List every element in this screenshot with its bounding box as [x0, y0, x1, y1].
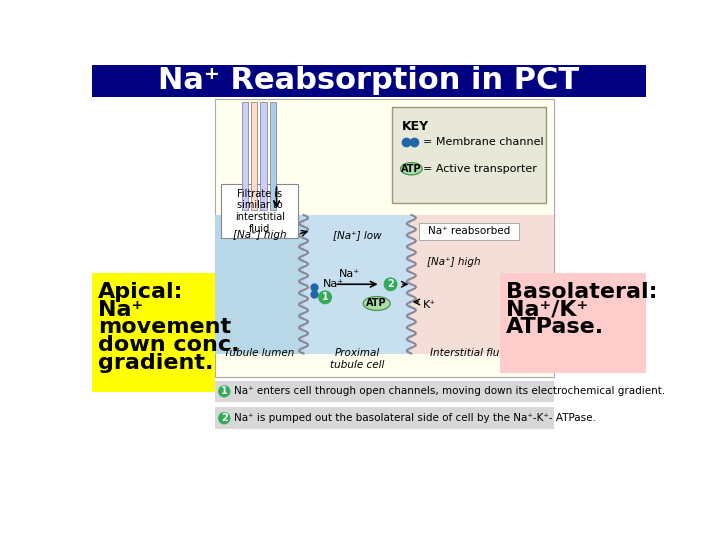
Text: gradient.: gradient.	[98, 353, 213, 373]
Text: Na⁺ enters cell through open channels, moving down its electrochemical gradient.: Na⁺ enters cell through open channels, m…	[234, 386, 665, 396]
Bar	[215, 381, 554, 402]
Text: = Active transporter: = Active transporter	[423, 164, 537, 174]
Text: Na⁺ Reabsorption in PCT: Na⁺ Reabsorption in PCT	[158, 66, 580, 96]
Text: ATP: ATP	[401, 164, 422, 174]
Text: [Na⁺] high: [Na⁺] high	[233, 231, 287, 240]
Text: Na⁺: Na⁺	[339, 269, 360, 279]
Text: down conc.: down conc.	[98, 335, 240, 355]
Bar	[304, 215, 411, 354]
Text: movement: movement	[98, 318, 231, 338]
Bar	[500, 273, 647, 373]
Bar	[251, 102, 257, 210]
Bar	[215, 408, 554, 429]
Ellipse shape	[363, 296, 390, 310]
Circle shape	[318, 291, 332, 304]
Text: 1: 1	[221, 386, 228, 396]
Text: ATP: ATP	[366, 299, 387, 308]
Text: Na⁺ is pumped out the basolateral side of cell by the Na⁺-K⁺- ATPase.: Na⁺ is pumped out the basolateral side o…	[234, 413, 596, 423]
Bar	[221, 184, 298, 238]
Circle shape	[218, 412, 230, 424]
Text: Proximal
tubule cell: Proximal tubule cell	[330, 348, 384, 370]
Text: = Membrane channel: = Membrane channel	[423, 137, 544, 147]
Text: 1: 1	[322, 292, 328, 302]
Bar	[92, 273, 215, 392]
Bar	[215, 99, 554, 377]
Text: Na⁺: Na⁺	[98, 300, 143, 320]
Text: K⁺: K⁺	[423, 300, 436, 310]
Text: Apical:: Apical:	[98, 282, 184, 302]
Bar	[392, 107, 546, 204]
Text: Filtrate is
similar to
interstitial
fluid: Filtrate is similar to interstitial flui…	[235, 188, 284, 233]
Ellipse shape	[400, 163, 422, 175]
Text: [Na⁺] low: [Na⁺] low	[333, 231, 382, 240]
Bar	[261, 102, 266, 210]
Bar	[215, 215, 304, 354]
Circle shape	[218, 385, 230, 397]
Text: ATPase.: ATPase.	[506, 318, 604, 338]
Text: Interstitial fluid: Interstitial fluid	[430, 348, 508, 358]
Text: [Na⁺] high: [Na⁺] high	[427, 257, 480, 267]
Text: 2: 2	[221, 413, 228, 423]
Text: 2: 2	[387, 279, 394, 289]
Text: Na⁺ reabsorbed: Na⁺ reabsorbed	[428, 226, 510, 236]
Circle shape	[384, 278, 397, 291]
Text: Na⁺: Na⁺	[323, 279, 344, 289]
Text: KEY: KEY	[402, 120, 429, 133]
Text: Basolateral:: Basolateral:	[506, 282, 657, 302]
Text: Na⁺/K⁺: Na⁺/K⁺	[506, 300, 588, 320]
Bar	[411, 215, 554, 354]
Bar	[242, 102, 248, 210]
Text: Tubule lumen: Tubule lumen	[225, 348, 295, 358]
Bar	[92, 65, 647, 97]
Bar	[419, 222, 519, 240]
Bar	[270, 102, 276, 210]
